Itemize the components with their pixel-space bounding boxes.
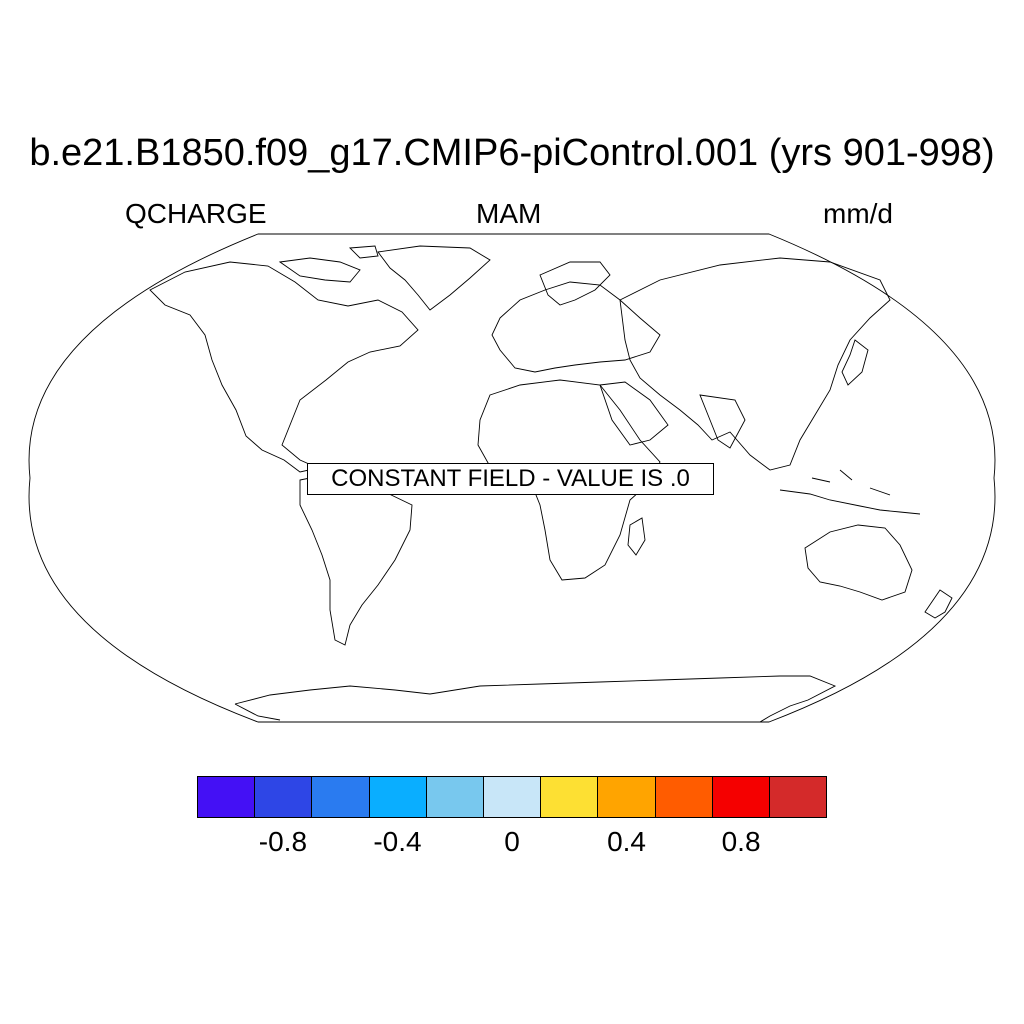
colorbar-swatch bbox=[198, 777, 256, 817]
season-label: MAM bbox=[476, 198, 542, 229]
colorbar-swatch bbox=[655, 777, 713, 817]
colorbar-swatch bbox=[369, 777, 427, 817]
colorbar-tick-label: -0.8 bbox=[258, 826, 308, 857]
colorbar-swatch bbox=[712, 777, 770, 817]
arctic-islands-outline bbox=[278, 245, 379, 283]
plot-title: b.e21.B1850.f09_g17.CMIP6-piControl.001 … bbox=[29, 132, 995, 174]
colorbar-tick-label: 0.4 bbox=[607, 826, 646, 857]
colorbar-swatch bbox=[426, 777, 484, 817]
colorbar-swatch bbox=[312, 777, 370, 817]
colorbar-tick-label: -0.4 bbox=[373, 826, 422, 857]
north-america-outline bbox=[149, 261, 419, 473]
asia-outline bbox=[619, 257, 891, 471]
south-america-outline bbox=[299, 473, 413, 646]
variable-label: QCHARGE bbox=[125, 198, 267, 229]
colorbar-swatch bbox=[483, 777, 542, 817]
colorbar-tick-label: 0.8 bbox=[721, 826, 761, 857]
greenland-outline bbox=[377, 245, 491, 311]
colorbar-tick-label: 0 bbox=[504, 826, 520, 857]
units-label: mm/d bbox=[823, 198, 893, 229]
map-frame bbox=[28, 233, 996, 723]
arabia-outline bbox=[599, 381, 669, 446]
colorbar-swatch bbox=[255, 777, 313, 817]
australia-outline bbox=[804, 524, 913, 601]
colorbar-swatch bbox=[598, 777, 656, 817]
europe-outline bbox=[491, 281, 661, 373]
new-zealand-outline bbox=[924, 589, 953, 619]
constant-field-notice: CONSTANT FIELD - VALUE IS .0 bbox=[307, 463, 714, 495]
colorbar bbox=[197, 776, 827, 818]
antarctica-outline bbox=[234, 675, 837, 723]
colorbar-swatch bbox=[769, 777, 827, 817]
japan-outline bbox=[841, 339, 869, 386]
indonesia-outline bbox=[779, 469, 921, 515]
colorbar-swatch bbox=[541, 777, 599, 817]
scandinavia-outline bbox=[539, 261, 611, 306]
madagascar-outline bbox=[627, 517, 646, 556]
india-outline bbox=[699, 394, 746, 449]
